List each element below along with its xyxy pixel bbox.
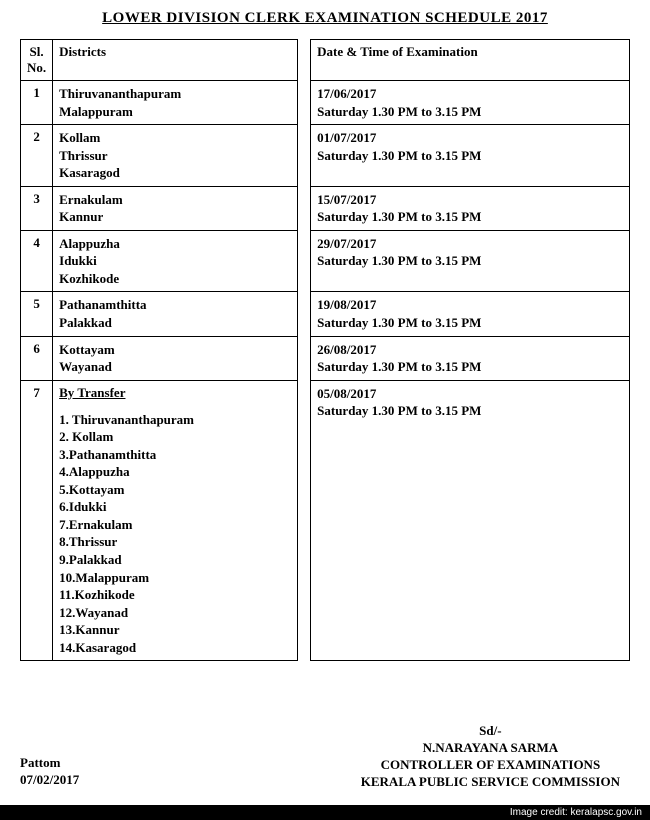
header-date: Date & Time of Examination (311, 40, 630, 81)
transfer-item: 6.Idukki (59, 498, 291, 516)
district-name: Kottayam (59, 341, 291, 359)
table-row: 3ErnakulamKannur15/07/2017Saturday 1.30 … (21, 186, 630, 230)
cell-sl: 3 (21, 186, 53, 230)
date-line: Saturday 1.30 PM to 3.15 PM (317, 103, 623, 121)
district-name: Idukki (59, 252, 291, 270)
cell-sl: 6 (21, 336, 53, 380)
transfer-item: 5.Kottayam (59, 481, 291, 499)
date-line: Saturday 1.30 PM to 3.15 PM (317, 314, 623, 332)
cell-districts: AlappuzhaIdukkiKozhikode (53, 230, 298, 292)
cell-date: 19/08/2017Saturday 1.30 PM to 3.15 PM (311, 292, 630, 336)
cell-districts: ThiruvananthapuramMalappuram (53, 81, 298, 125)
cell-sl: 5 (21, 292, 53, 336)
cell-gap (298, 380, 311, 661)
district-name: Palakkad (59, 314, 291, 332)
table-row-transfer: 7 By Transfer 1. Thiruvananthapuram2. Koll… (21, 380, 630, 661)
district-name: Malappuram (59, 103, 291, 121)
cell-districts: ErnakulamKannur (53, 186, 298, 230)
cell-date: 26/08/2017Saturday 1.30 PM to 3.15 PM (311, 336, 630, 380)
cell-date: 01/07/2017Saturday 1.30 PM to 3.15 PM (311, 125, 630, 187)
transfer-item: 2. Kollam (59, 428, 291, 446)
transfer-item: 10.Malappuram (59, 569, 291, 587)
cell-gap (298, 336, 311, 380)
cell-sl: 7 (21, 380, 53, 661)
date-line: Saturday 1.30 PM to 3.15 PM (317, 402, 623, 420)
cell-districts: KollamThrissurKasaragod (53, 125, 298, 187)
date-line: Saturday 1.30 PM to 3.15 PM (317, 208, 623, 226)
district-name: Kannur (59, 208, 291, 226)
date-line: 01/07/2017 (317, 129, 623, 147)
date-line: Saturday 1.30 PM to 3.15 PM (317, 147, 623, 165)
footer-sd: Sd/- (479, 723, 501, 738)
date-line: Saturday 1.30 PM to 3.15 PM (317, 252, 623, 270)
district-name: Thrissur (59, 147, 291, 165)
transfer-item: 8.Thrissur (59, 533, 291, 551)
table-row: 6KottayamWayanad26/08/2017Saturday 1.30 … (21, 336, 630, 380)
header-gap (298, 40, 311, 81)
table-header-row: Sl. No. Districts Date & Time of Examina… (21, 40, 630, 81)
transfer-item: 12.Wayanad (59, 604, 291, 622)
header-districts: Districts (53, 40, 298, 81)
date-line: Saturday 1.30 PM to 3.15 PM (317, 358, 623, 376)
cell-gap (298, 125, 311, 187)
cell-districts: KottayamWayanad (53, 336, 298, 380)
date-line: 15/07/2017 (317, 191, 623, 209)
date-line: 05/08/2017 (317, 385, 623, 403)
cell-districts-transfer: By Transfer 1. Thiruvananthapuram2. Kolla… (53, 380, 298, 661)
footer: Pattom 07/02/2017 Sd/- N.NARAYANA SARMA … (0, 745, 650, 820)
cell-sl: 1 (21, 81, 53, 125)
footer-date: 07/02/2017 (20, 772, 79, 787)
transfer-item: 14.Kasaragod (59, 639, 291, 657)
cell-date: 05/08/2017Saturday 1.30 PM to 3.15 PM (311, 380, 630, 661)
image-credit: Image credit: keralapsc.gov.in (0, 805, 650, 820)
transfer-item: 11.Kozhikode (59, 586, 291, 604)
cell-districts: PathanamthittaPalakkad (53, 292, 298, 336)
table-row: 2KollamThrissurKasaragod01/07/2017Saturd… (21, 125, 630, 187)
header-sl: Sl. No. (21, 40, 53, 81)
cell-date: 15/07/2017Saturday 1.30 PM to 3.15 PM (311, 186, 630, 230)
district-name: Alappuzha (59, 235, 291, 253)
footer-name: N.NARAYANA SARMA (423, 740, 559, 755)
date-line: 19/08/2017 (317, 296, 623, 314)
cell-gap (298, 230, 311, 292)
district-name: Kozhikode (59, 270, 291, 288)
footer-right: Sd/- N.NARAYANA SARMA CONTROLLER OF EXAM… (361, 723, 620, 791)
date-line: 17/06/2017 (317, 85, 623, 103)
table-row: 4AlappuzhaIdukkiKozhikode29/07/2017Satur… (21, 230, 630, 292)
cell-gap (298, 186, 311, 230)
district-name: Wayanad (59, 358, 291, 376)
cell-sl: 2 (21, 125, 53, 187)
district-name: Thiruvananthapuram (59, 85, 291, 103)
district-name: Ernakulam (59, 191, 291, 209)
transfer-item: 9.Palakkad (59, 551, 291, 569)
transfer-item: 7.Ernakulam (59, 516, 291, 534)
table-row: 1ThiruvananthapuramMalappuram17/06/2017S… (21, 81, 630, 125)
district-name: Kollam (59, 129, 291, 147)
footer-org: KERALA PUBLIC SERVICE COMMISSION (361, 774, 620, 789)
cell-sl: 4 (21, 230, 53, 292)
footer-left: Pattom 07/02/2017 (20, 755, 79, 789)
transfer-item: 13.Kannur (59, 621, 291, 639)
table-row: 5PathanamthittaPalakkad19/08/2017Saturda… (21, 292, 630, 336)
footer-designation: CONTROLLER OF EXAMINATIONS (381, 757, 601, 772)
cell-gap (298, 292, 311, 336)
transfer-item: 3.Pathanamthitta (59, 446, 291, 464)
transfer-item: 4.Alappuzha (59, 463, 291, 481)
page-title: LOWER DIVISION CLERK EXAMINATION SCHEDUL… (20, 10, 630, 27)
date-line: 26/08/2017 (317, 341, 623, 359)
district-name: Kasaragod (59, 164, 291, 182)
date-line: 29/07/2017 (317, 235, 623, 253)
by-transfer-heading: By Transfer (59, 385, 291, 401)
cell-date: 29/07/2017Saturday 1.30 PM to 3.15 PM (311, 230, 630, 292)
cell-gap (298, 81, 311, 125)
transfer-item: 1. Thiruvananthapuram (59, 411, 291, 429)
district-name: Pathanamthitta (59, 296, 291, 314)
schedule-table: Sl. No. Districts Date & Time of Examina… (20, 39, 630, 661)
cell-date: 17/06/2017Saturday 1.30 PM to 3.15 PM (311, 81, 630, 125)
footer-place: Pattom (20, 755, 60, 770)
